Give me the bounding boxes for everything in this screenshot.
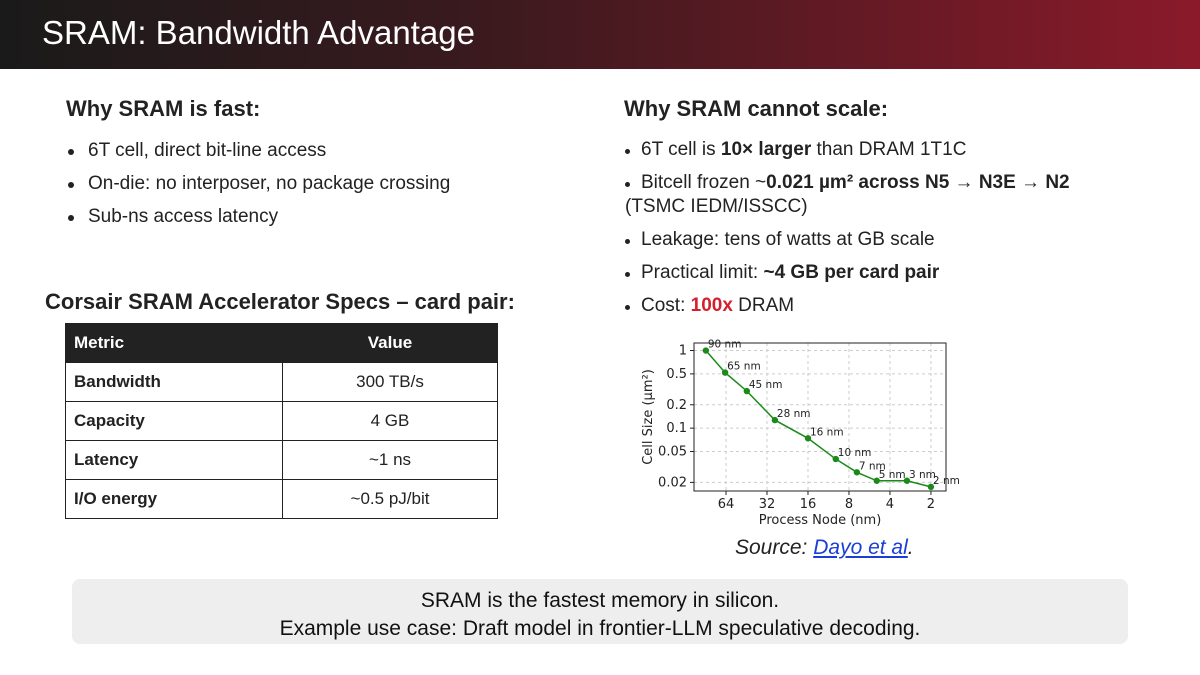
y-tick-label: 1 [679,344,687,359]
data-point-label: 10 nm [838,447,872,459]
metric-cell: Latency [65,440,283,480]
bullet-bold: 0.021 µm² across N5 → N3E → N2 [766,172,1070,193]
fast-bullet-list: 6T cell, direct bit-line access On-die: … [66,139,450,238]
specs-table: Metric Value Bandwidth 300 TB/s Capacity… [65,323,498,519]
fast-bullet: Sub-ns access latency [66,205,450,229]
x-tick-label: 2 [927,497,935,512]
bullet-bold: ~4 GB per card pair [763,262,940,283]
data-point [721,369,729,376]
scale-bullet: Practical limit: ~4 GB per card pair [625,261,1165,285]
table-header-row: Metric Value [65,323,498,363]
x-tick-label: 16 [800,497,817,512]
y-tick-label: 0.02 [658,475,687,490]
bullet-text: DRAM [732,295,795,316]
source-link[interactable]: Dayo et al [813,536,908,559]
value-cell: ~0.5 pJ/bit [282,479,498,519]
specs-heading: Corsair SRAM Accelerator Specs – card pa… [45,289,515,314]
data-point [804,435,812,442]
metric-cell: Bandwidth [65,362,283,402]
y-tick-label: 0.05 [658,445,687,460]
data-point [903,477,911,484]
table-row: Capacity 4 GB [65,401,498,441]
bullet-red: 100x [690,295,733,316]
bullet-bold: 10× larger [720,139,812,160]
table-row: Latency ~1 ns [65,440,498,480]
banner-line: SRAM is the fastest memory in silicon. [420,589,780,612]
value-cell: ~1 ns [282,440,498,480]
x-tick-label: 4 [886,497,894,512]
chart-grid [694,343,946,491]
bullet-text: Bitcell frozen ~ [641,172,767,193]
data-point-label: 65 nm [727,361,761,373]
fast-heading: Why SRAM is fast: [66,96,261,121]
banner-line: Example use case: Draft model in frontie… [279,617,921,640]
data-point [873,477,880,484]
table-row: I/O energy ~0.5 pJ/bit [65,479,498,519]
source-prefix: Source: [735,536,814,559]
scale-bullet: Cost: 100x DRAM [625,294,1165,318]
data-point [853,469,861,476]
column-header-value: Value [282,323,498,363]
source-citation: Source: Dayo et al. [735,536,914,560]
scale-bullet-list: 6T cell is 10× larger than DRAM 1T1C Bit… [625,138,1165,327]
data-point-label: 28 nm [777,408,811,420]
bullet-text: Cost: [641,295,691,316]
value-cell: 300 TB/s [282,362,498,402]
bullet-text: Practical limit: [641,262,764,283]
title-bar: SRAM: Bandwidth Advantage [0,0,1200,69]
bullet-text: (TSMC IEDM/ISSCC) [625,196,808,217]
data-point-label: 5 nm [879,469,906,481]
y-tick-label: 0.5 [666,367,687,382]
data-point [702,347,710,354]
y-tick-label: 0.1 [666,421,687,436]
x-tick-label: 8 [845,497,853,512]
table-row: Bandwidth 300 TB/s [65,362,498,402]
x-axis-label: Process Node (nm) [759,513,882,528]
metric-cell: I/O energy [65,479,283,519]
series-line [705,350,932,488]
data-point [832,455,839,463]
y-tick-label: 0.2 [666,398,687,413]
data-point-label: 90 nm [708,339,742,351]
bullet-text: than DRAM 1T1C [811,139,967,160]
bullet-text: 6T cell is [641,139,721,160]
data-point [743,387,751,395]
plot-frame [693,342,947,492]
source-suffix: . [907,536,914,559]
fast-bullet: On-die: no interposer, no package crossi… [66,172,450,196]
scale-bullet: Leakage: tens of watts at GB scale [625,228,1165,252]
data-point-label: 16 nm [810,426,844,438]
column-header-metric: Metric [65,323,283,363]
x-tick-label: 32 [759,497,776,512]
data-point-label: 2 nm [933,475,960,487]
cell-size-chart: 64 32 16 8 4 2 1 0.5 0.2 0.1 0.05 0.02 90 nm 65 nm 45… [641,339,960,528]
data-point-label: 3 nm [909,469,936,481]
y-axis-label: Cell Size (µm²) [641,369,656,465]
chart-ticks: 64 32 16 8 4 2 1 0.5 0.2 0.1 0.05 0.02 [658,344,935,512]
scale-bullet: Bitcell frozen ~0.021 µm² across N5 → N3… [625,171,1165,219]
scale-bullet: 6T cell is 10× larger than DRAM 1T1C [625,138,1165,162]
fast-bullet: 6T cell, direct bit-line access [66,139,450,163]
scale-heading: Why SRAM cannot scale: [624,96,889,121]
data-point [771,416,779,424]
value-cell: 4 GB [282,401,498,441]
chart-points: 90 nm 65 nm 45 nm 28 nm 16 nm 10 nm7 nm5 nm 3 … [702,339,960,491]
summary-banner: SRAM is the fastest memory in silicon. E… [72,579,1128,644]
metric-cell: Capacity [65,401,283,441]
slide-title: SRAM: Bandwidth Advantage [42,14,475,51]
x-tick-label: 64 [718,497,735,512]
data-point-label: 7 nm [859,460,886,472]
data-point-label: 45 nm [749,379,783,391]
data-point [927,483,935,491]
